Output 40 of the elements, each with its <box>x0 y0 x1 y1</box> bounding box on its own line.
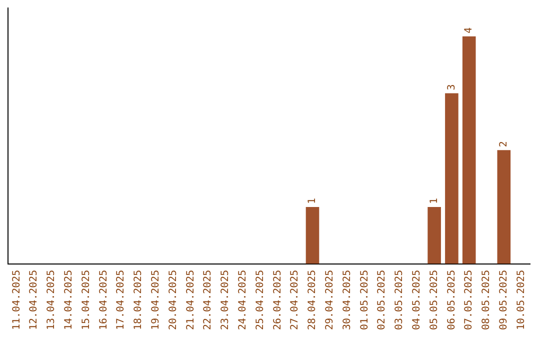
x-tick-label: 19.04.2025 <box>150 270 162 330</box>
bar <box>462 36 476 264</box>
x-tick-label: 18.04.2025 <box>133 270 144 330</box>
x-tick-label: 02.05.2025 <box>376 270 388 330</box>
data-label: 1 <box>307 198 318 204</box>
bar <box>445 93 458 264</box>
bar <box>306 206 320 264</box>
x-tick-label: 23.04.2025 <box>220 270 232 330</box>
x-tick-label: 12.04.2025 <box>28 270 40 330</box>
x-tick-label: 30.04.2025 <box>342 270 353 330</box>
x-tick-label: 17.04.2025 <box>116 270 127 330</box>
x-tick-label: 14.04.2025 <box>63 270 74 330</box>
data-label: 4 <box>464 27 475 34</box>
x-tick-label: 09.05.2025 <box>498 270 510 330</box>
x-tick-label: 24.04.2025 <box>237 270 248 330</box>
data-label: 1 <box>428 198 440 204</box>
x-tick-label: 26.04.2025 <box>272 270 284 330</box>
x-tick-label: 22.04.2025 <box>202 270 214 330</box>
data-label: 3 <box>446 84 458 90</box>
x-tick-label: 04.05.2025 <box>411 270 422 330</box>
x-tick-label: 08.05.2025 <box>481 270 492 330</box>
bar <box>428 206 441 264</box>
data-label: 2 <box>498 141 510 148</box>
x-tick-label: 27.04.2025 <box>290 270 301 330</box>
x-tick-label: 05.05.2025 <box>428 270 440 330</box>
x-tick-label: 07.05.2025 <box>464 270 475 330</box>
x-tick-label: 11.04.2025 <box>11 270 22 330</box>
x-tick-label: 28.04.2025 <box>307 270 318 330</box>
x-tick-label: 16.04.2025 <box>98 270 110 330</box>
x-tick-label: 13.04.2025 <box>46 270 58 330</box>
x-tick-label: 25.04.2025 <box>254 270 266 330</box>
x-tick-label: 15.04.2025 <box>80 270 92 330</box>
x-tick-label: 03.05.2025 <box>394 270 406 330</box>
bar <box>497 150 511 264</box>
x-tick-label: 20.04.2025 <box>168 270 179 330</box>
x-tick-label: 06.05.2025 <box>446 270 458 330</box>
x-tick-label: 10.05.2025 <box>516 270 527 330</box>
x-tick-label: 01.05.2025 <box>359 270 370 330</box>
x-tick-label: 21.04.2025 <box>185 270 196 330</box>
x-tick-label: 29.04.2025 <box>324 270 336 330</box>
